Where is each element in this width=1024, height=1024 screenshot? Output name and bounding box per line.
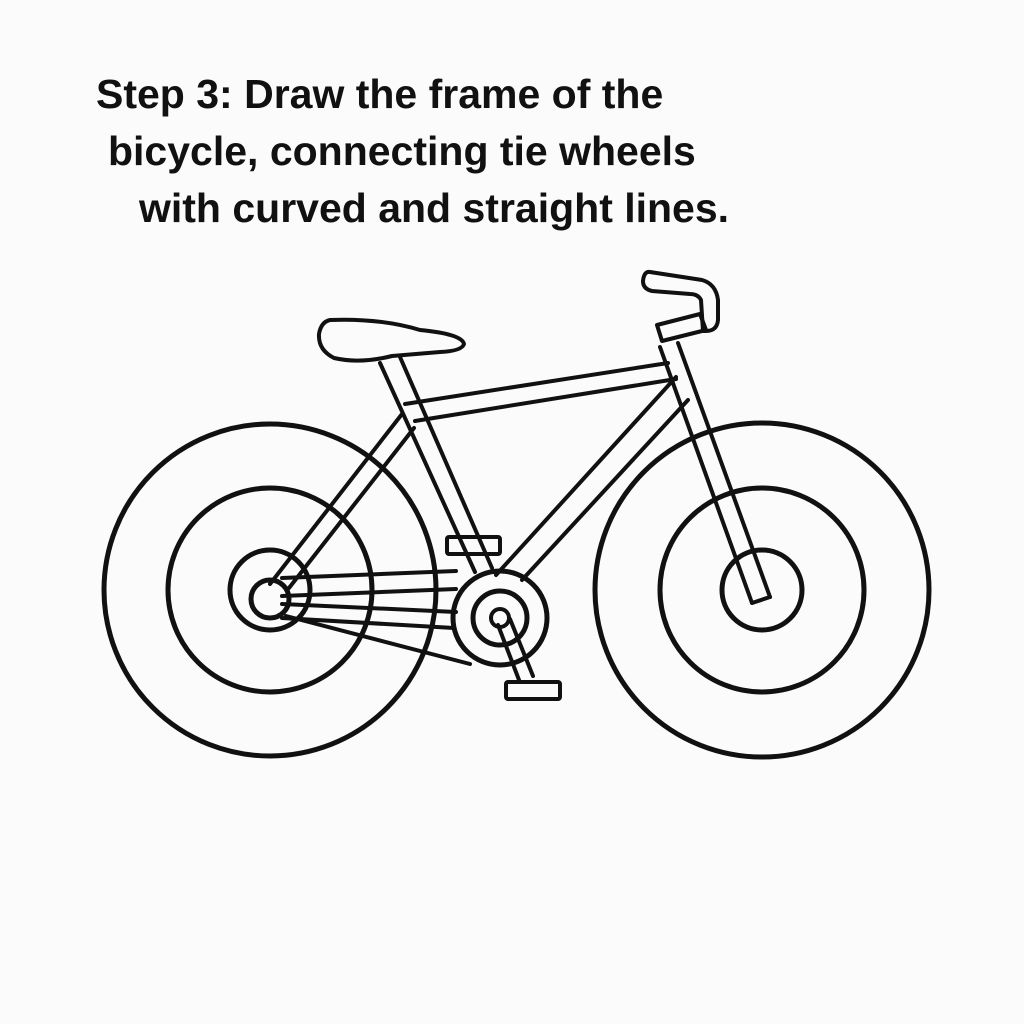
- front-wheel: [592, 420, 932, 760]
- instruction-line-2: bicycle, connecting tie wheels: [108, 128, 696, 174]
- chainring: [450, 568, 550, 668]
- fork: [658, 341, 772, 605]
- upper-pedal: [445, 535, 502, 556]
- chain-stays: [280, 569, 472, 666]
- top-tube: [403, 361, 678, 423]
- seat-stays: [268, 412, 416, 590]
- down-tube: [494, 375, 690, 582]
- seat-tube: [378, 355, 494, 574]
- instruction-line-3: with curved and straight lines.: [139, 185, 730, 231]
- handlebar: [641, 269, 720, 343]
- instruction-line-1: Step 3: Draw the frame of the: [96, 71, 664, 117]
- saddle: [316, 317, 466, 363]
- crank-and-pedal: [496, 617, 562, 701]
